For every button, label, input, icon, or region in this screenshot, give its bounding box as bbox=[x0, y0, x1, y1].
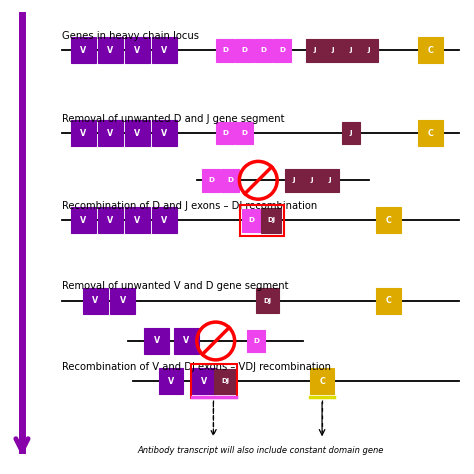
Bar bbox=[273, 39, 291, 62]
Text: V: V bbox=[119, 296, 126, 305]
Bar bbox=[71, 208, 96, 234]
Text: C: C bbox=[428, 46, 434, 55]
Bar bbox=[216, 39, 234, 62]
Bar bbox=[235, 122, 253, 145]
Text: J: J bbox=[310, 177, 313, 183]
Text: J: J bbox=[332, 47, 334, 53]
Text: D: D bbox=[208, 177, 214, 183]
Text: DJ: DJ bbox=[267, 218, 275, 223]
Text: V: V bbox=[154, 337, 160, 346]
Bar bbox=[324, 39, 342, 62]
Bar bbox=[158, 368, 183, 394]
Text: V: V bbox=[201, 377, 207, 386]
Text: D: D bbox=[241, 130, 247, 136]
Bar bbox=[221, 169, 239, 191]
Bar bbox=[152, 120, 176, 146]
Bar bbox=[306, 39, 324, 62]
Bar bbox=[235, 39, 253, 62]
Text: Removal of unwanted V and D gene segment: Removal of unwanted V and D gene segment bbox=[62, 282, 289, 292]
Text: Recombination of V and DJ exons – VDJ recombination: Recombination of V and DJ exons – VDJ re… bbox=[62, 362, 331, 372]
Bar bbox=[191, 368, 216, 394]
Bar bbox=[242, 209, 260, 232]
Bar bbox=[145, 328, 169, 354]
Text: D: D bbox=[260, 47, 266, 53]
Text: D: D bbox=[279, 47, 285, 53]
Bar bbox=[83, 288, 108, 314]
Text: V: V bbox=[183, 337, 190, 346]
Text: Antibody transcript will also include constant domain gene: Antibody transcript will also include co… bbox=[137, 447, 384, 456]
Text: C: C bbox=[319, 377, 325, 386]
Text: V: V bbox=[80, 216, 87, 225]
Bar bbox=[376, 208, 401, 234]
Text: V: V bbox=[168, 377, 174, 386]
Bar bbox=[71, 37, 96, 64]
Bar bbox=[152, 208, 176, 234]
Bar bbox=[191, 364, 237, 398]
Text: C: C bbox=[428, 128, 434, 137]
Bar bbox=[256, 288, 279, 313]
Text: D: D bbox=[222, 47, 228, 53]
Bar bbox=[360, 39, 378, 62]
Text: V: V bbox=[161, 128, 167, 137]
Text: DJ: DJ bbox=[221, 378, 229, 384]
Bar bbox=[98, 120, 123, 146]
Bar bbox=[254, 39, 272, 62]
Text: J: J bbox=[350, 47, 352, 53]
Text: DJ: DJ bbox=[264, 298, 272, 304]
Bar bbox=[342, 39, 360, 62]
Text: V: V bbox=[107, 216, 113, 225]
Text: D: D bbox=[241, 47, 247, 53]
Text: V: V bbox=[92, 296, 98, 305]
Text: C: C bbox=[385, 296, 391, 305]
Text: J: J bbox=[314, 47, 316, 53]
Bar bbox=[419, 120, 443, 146]
Text: V: V bbox=[80, 128, 87, 137]
Text: V: V bbox=[134, 128, 140, 137]
Text: J: J bbox=[328, 177, 331, 183]
Bar bbox=[285, 169, 303, 191]
Text: V: V bbox=[161, 46, 167, 55]
Bar bbox=[240, 205, 284, 237]
Bar bbox=[303, 169, 320, 191]
Text: V: V bbox=[161, 216, 167, 225]
Text: V: V bbox=[134, 46, 140, 55]
Text: D: D bbox=[227, 177, 233, 183]
Bar bbox=[125, 208, 150, 234]
Text: Recombination of D and J exons – DJ recombination: Recombination of D and J exons – DJ reco… bbox=[62, 201, 318, 211]
Text: J: J bbox=[350, 130, 352, 136]
Bar bbox=[216, 122, 234, 145]
Bar bbox=[261, 208, 281, 233]
Bar bbox=[247, 329, 265, 352]
Bar bbox=[125, 37, 150, 64]
Bar bbox=[98, 37, 123, 64]
Bar bbox=[376, 288, 401, 314]
Bar bbox=[110, 288, 135, 314]
Bar bbox=[320, 169, 338, 191]
Bar bbox=[202, 169, 220, 191]
Text: D: D bbox=[253, 338, 259, 344]
Text: V: V bbox=[107, 128, 113, 137]
Bar bbox=[71, 120, 96, 146]
Bar bbox=[214, 369, 236, 393]
Text: Genes in heavy chain locus: Genes in heavy chain locus bbox=[62, 31, 199, 41]
Bar bbox=[152, 37, 176, 64]
Bar bbox=[174, 328, 199, 354]
Text: V: V bbox=[80, 46, 87, 55]
Bar bbox=[125, 120, 150, 146]
Bar bbox=[310, 368, 334, 394]
Text: J: J bbox=[367, 47, 370, 53]
Text: V: V bbox=[134, 216, 140, 225]
Bar bbox=[98, 208, 123, 234]
Text: J: J bbox=[292, 177, 295, 183]
Text: V: V bbox=[107, 46, 113, 55]
Text: D: D bbox=[248, 218, 254, 223]
Bar bbox=[342, 122, 360, 145]
Bar bbox=[419, 37, 443, 64]
Text: D: D bbox=[222, 130, 228, 136]
Text: C: C bbox=[385, 216, 391, 225]
Text: Removal of unwanted D and J gene segment: Removal of unwanted D and J gene segment bbox=[62, 114, 284, 124]
